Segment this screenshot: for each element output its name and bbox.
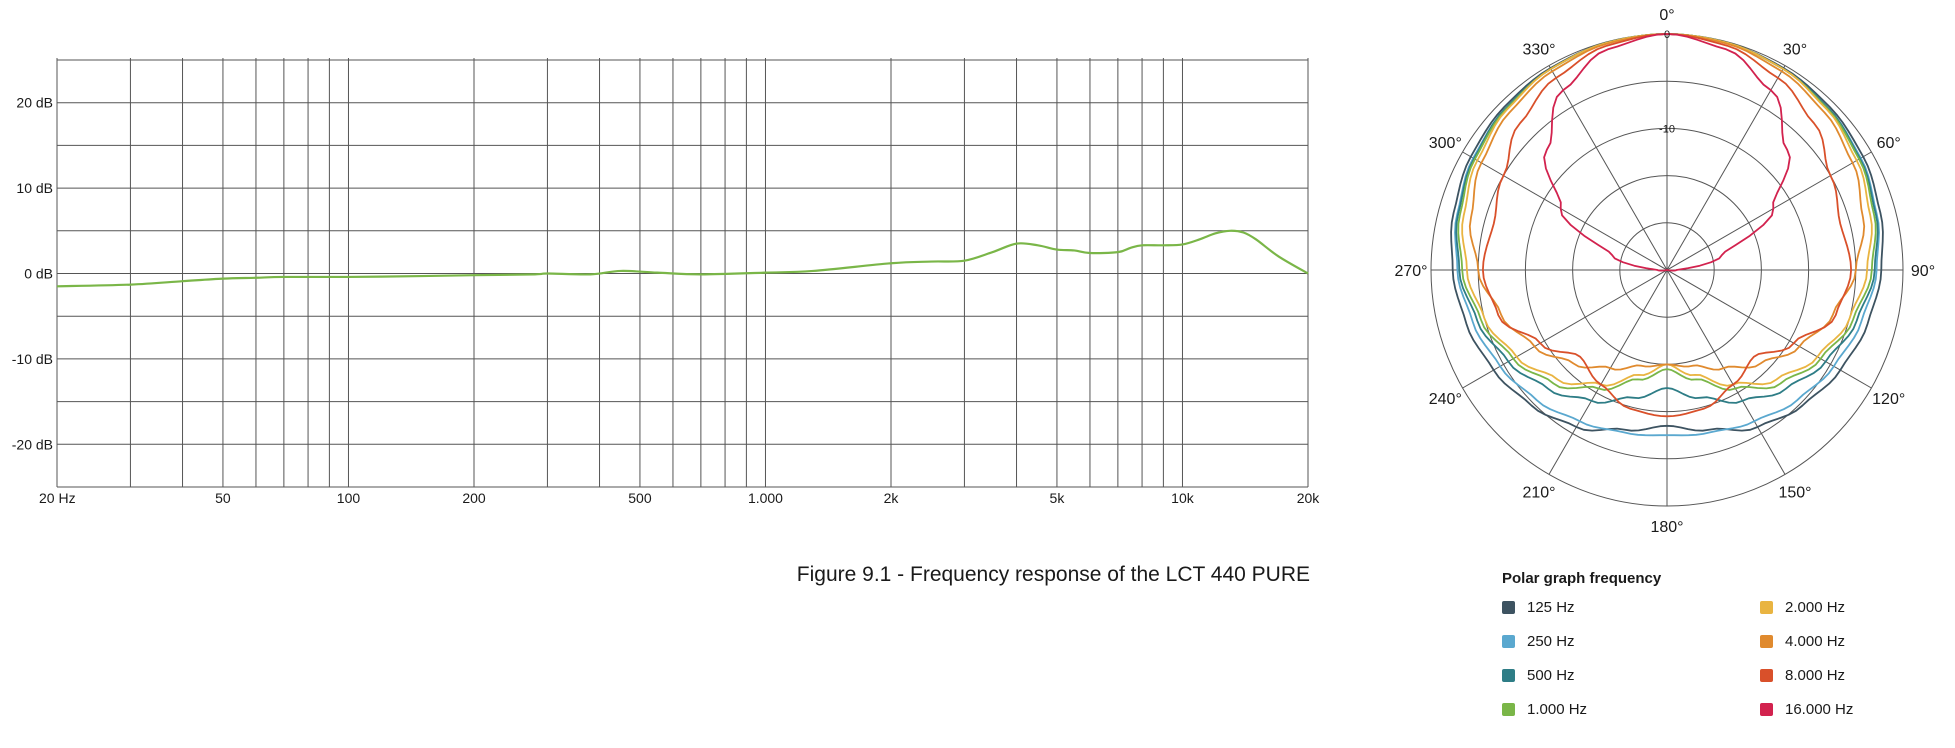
x-tick-label: 10k xyxy=(1171,490,1195,506)
x-tick-label: 2k xyxy=(884,490,900,506)
legend-swatch xyxy=(1760,668,1773,682)
legend-label: 250 Hz xyxy=(1527,632,1575,650)
frequency-response-line xyxy=(56,229,1309,288)
legend-label: 16.000 Hz xyxy=(1785,700,1854,718)
polar-series-line xyxy=(1468,33,1866,371)
y-tick-label: 10 dB xyxy=(16,180,53,196)
legend-swatch xyxy=(1502,668,1515,682)
polar-angle-label: 330° xyxy=(1522,41,1555,58)
polar-angle-label: 270° xyxy=(1394,263,1427,280)
polar-series xyxy=(1450,33,1884,437)
frequency-grid xyxy=(56,58,1309,488)
polar-angle-label: 240° xyxy=(1429,391,1462,408)
polar-angle-label: 300° xyxy=(1429,135,1462,152)
polar-angle-label: 90° xyxy=(1911,263,1935,280)
frequency-x-ticks: 20 Hz 50 100 200 500 1.000 2k 5k 10k 20k xyxy=(39,490,1320,506)
legend-swatch xyxy=(1502,702,1515,716)
legend-item: 125 Hz xyxy=(1502,597,1760,617)
frequency-response-chart: 20 dB 10 dB 0 dB -10 dB -20 dB 20 Hz 50 100 200… xyxy=(12,58,1320,506)
polar-series-line xyxy=(1455,33,1879,404)
figure-caption: Figure 9.1 - Frequency response of the L… xyxy=(796,563,1310,586)
legend-item: 2.000 Hz xyxy=(1760,597,1920,617)
legend-item: 250 Hz xyxy=(1502,631,1760,651)
legend-label: 500 Hz xyxy=(1527,666,1575,684)
x-tick-label: 200 xyxy=(462,490,486,506)
x-tick-label: 5k xyxy=(1050,490,1066,506)
x-tick-label: 1.000 xyxy=(748,490,783,506)
legend-swatch xyxy=(1502,600,1515,614)
polar-series-line xyxy=(1482,33,1852,418)
legend-swatch xyxy=(1760,634,1773,648)
x-tick-label: 20 Hz xyxy=(39,490,76,506)
legend-item: 8.000 Hz xyxy=(1760,665,1920,685)
polar-angle-label: 120° xyxy=(1872,391,1905,408)
legend-item: 16.000 Hz xyxy=(1760,699,1920,719)
legend-item: 500 Hz xyxy=(1502,665,1760,685)
legend-label: 125 Hz xyxy=(1527,598,1575,616)
polar-pattern-chart: 0° 30° 60° 90° 120° 150° 180° 210° 240° 270° 300° 3… xyxy=(1394,7,1935,536)
polar-series-line xyxy=(1543,33,1791,272)
legend-item: 1.000 Hz xyxy=(1502,699,1760,719)
x-tick-label: 100 xyxy=(337,490,361,506)
x-tick-label: 50 xyxy=(215,490,231,506)
frequency-series xyxy=(56,229,1309,288)
polar-ring-label: -10 xyxy=(1659,123,1675,135)
legend-grid: 125 Hz 2.000 Hz 250 Hz 4.000 Hz 500 Hz 8… xyxy=(1502,597,1922,719)
polar-series-line xyxy=(1454,33,1880,437)
legend-label: 2.000 Hz xyxy=(1785,598,1846,616)
polar-angle-label: 60° xyxy=(1877,135,1901,152)
y-tick-label: -10 dB xyxy=(12,351,53,367)
legend-swatch xyxy=(1760,600,1773,614)
polar-series-line xyxy=(1457,33,1877,391)
polar-angle-label: 30° xyxy=(1783,41,1807,58)
y-tick-label: 0 dB xyxy=(24,266,53,282)
polar-angle-label: 150° xyxy=(1778,485,1811,502)
polar-angle-label: 180° xyxy=(1650,519,1683,536)
x-tick-label: 500 xyxy=(628,490,652,506)
legend-label: 4.000 Hz xyxy=(1785,632,1846,650)
polar-ring-label: 0 xyxy=(1664,29,1670,41)
legend-swatch xyxy=(1502,634,1515,648)
y-tick-label: 20 dB xyxy=(16,95,53,111)
legend-label: 1.000 Hz xyxy=(1527,700,1588,718)
legend-swatch xyxy=(1760,702,1773,716)
polar-series-line xyxy=(1450,33,1884,432)
polar-legend: Polar graph frequency 125 Hz 2.000 Hz 25… xyxy=(1502,570,1922,719)
y-tick-label: -20 dB xyxy=(12,436,53,452)
x-tick-label: 20k xyxy=(1297,490,1321,506)
legend-title: Polar graph frequency xyxy=(1502,570,1662,587)
polar-angle-labels: 0° 30° 60° 90° 120° 150° 180° 210° 240° 270° 300° 3… xyxy=(1394,7,1935,536)
legend-label: 8.000 Hz xyxy=(1785,666,1846,684)
polar-ring-labels: 0 -10 xyxy=(1659,29,1675,135)
frequency-y-ticks: 20 dB 10 dB 0 dB -10 dB -20 dB xyxy=(12,95,53,453)
legend-item: 4.000 Hz xyxy=(1760,631,1920,651)
polar-angle-label: 210° xyxy=(1522,485,1555,502)
polar-angle-label: 0° xyxy=(1659,7,1674,24)
